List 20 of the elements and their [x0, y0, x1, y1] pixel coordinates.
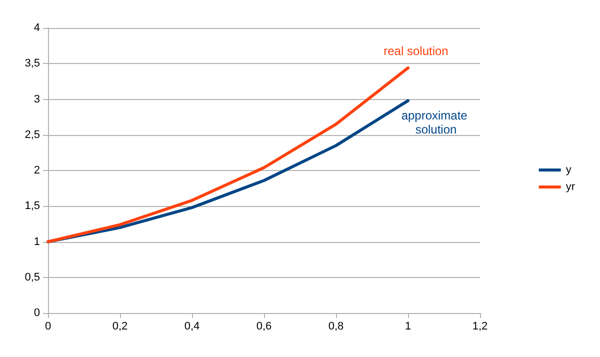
y-tick-label: 1,5 [24, 200, 40, 212]
y-tick-label: 2 [34, 164, 40, 176]
y-tick-label: 1 [34, 236, 40, 248]
x-tick-label: 1,2 [472, 320, 488, 332]
x-tick-label: 0,6 [256, 320, 272, 332]
y-tick-label: 3,5 [24, 58, 40, 70]
y-tick-label: 2,5 [24, 128, 40, 141]
x-tick-label: 0,4 [184, 320, 200, 332]
x-tick-label: 0 [44, 320, 52, 332]
annotation: approximate solution [401, 108, 471, 137]
y-tick-label: 3 [34, 93, 40, 106]
y-tick-label: 0 [34, 307, 40, 319]
y-tick-label: 0,5 [24, 271, 40, 284]
legend-label: y [566, 164, 572, 176]
x-tick-label: 1 [404, 320, 412, 332]
x-tick-label: 0,2 [112, 320, 128, 332]
annotation: real solution [384, 44, 448, 58]
y-tick-label: 4 [34, 22, 40, 34]
x-tick-label: 0,8 [328, 320, 344, 332]
legend-label: yr [566, 181, 576, 193]
